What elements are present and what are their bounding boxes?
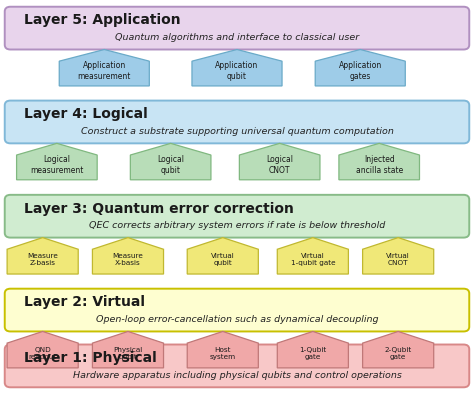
Text: Application
qubit: Application qubit bbox=[215, 61, 259, 81]
Polygon shape bbox=[59, 50, 149, 86]
Polygon shape bbox=[7, 331, 78, 368]
Text: Application
gates: Application gates bbox=[338, 61, 382, 81]
Text: Layer 1: Physical: Layer 1: Physical bbox=[24, 351, 156, 365]
Polygon shape bbox=[239, 143, 320, 180]
Text: Hardware apparatus including physical qubits and control operations: Hardware apparatus including physical qu… bbox=[73, 371, 401, 380]
FancyBboxPatch shape bbox=[5, 195, 469, 238]
Text: Logical
qubit: Logical qubit bbox=[157, 155, 184, 175]
Polygon shape bbox=[363, 238, 434, 274]
Polygon shape bbox=[92, 331, 164, 368]
Text: QND
readout: QND readout bbox=[28, 346, 57, 360]
Text: Virtual
qubit: Virtual qubit bbox=[211, 253, 235, 266]
Text: 1-Qubit
gate: 1-Qubit gate bbox=[299, 346, 327, 360]
Polygon shape bbox=[277, 331, 348, 368]
FancyBboxPatch shape bbox=[5, 345, 469, 387]
Text: Virtual
1-qubit gate: Virtual 1-qubit gate bbox=[291, 253, 335, 266]
FancyBboxPatch shape bbox=[5, 7, 469, 50]
Text: Host
system: Host system bbox=[210, 346, 236, 360]
Polygon shape bbox=[277, 238, 348, 274]
FancyBboxPatch shape bbox=[5, 289, 469, 331]
Text: Open-loop error-cancellation such as dynamical decoupling: Open-loop error-cancellation such as dyn… bbox=[96, 315, 378, 324]
Text: Measure
X-basis: Measure X-basis bbox=[112, 253, 144, 266]
Polygon shape bbox=[339, 143, 419, 180]
Polygon shape bbox=[187, 331, 258, 368]
Polygon shape bbox=[187, 238, 258, 274]
Polygon shape bbox=[192, 50, 282, 86]
Text: Measure
Z-basis: Measure Z-basis bbox=[27, 253, 58, 266]
Text: Logical
measurement: Logical measurement bbox=[30, 155, 83, 175]
Text: Layer 4: Logical: Layer 4: Logical bbox=[24, 107, 147, 121]
Text: Layer 3: Quantum error correction: Layer 3: Quantum error correction bbox=[24, 202, 293, 215]
Text: Layer 5: Application: Layer 5: Application bbox=[24, 13, 180, 27]
Text: Injected
ancilla state: Injected ancilla state bbox=[356, 155, 403, 175]
Text: Layer 2: Virtual: Layer 2: Virtual bbox=[24, 295, 145, 309]
Text: QEC corrects arbitrary system errors if rate is below threshold: QEC corrects arbitrary system errors if … bbox=[89, 221, 385, 230]
Polygon shape bbox=[130, 143, 211, 180]
Text: Application
measurement: Application measurement bbox=[78, 61, 131, 81]
Text: Physical
qubit: Physical qubit bbox=[113, 346, 143, 360]
Polygon shape bbox=[315, 50, 405, 86]
Text: Construct a substrate supporting universal quantum computation: Construct a substrate supporting univers… bbox=[81, 127, 393, 136]
Text: Quantum algorithms and interface to classical user: Quantum algorithms and interface to clas… bbox=[115, 33, 359, 42]
Polygon shape bbox=[92, 238, 164, 274]
Text: Logical
CNOT: Logical CNOT bbox=[266, 155, 293, 175]
Text: 2-Qubit
gate: 2-Qubit gate bbox=[384, 346, 412, 360]
Polygon shape bbox=[363, 331, 434, 368]
Polygon shape bbox=[17, 143, 97, 180]
Polygon shape bbox=[7, 238, 78, 274]
Text: Virtual
CNOT: Virtual CNOT bbox=[386, 253, 410, 266]
FancyBboxPatch shape bbox=[5, 101, 469, 143]
